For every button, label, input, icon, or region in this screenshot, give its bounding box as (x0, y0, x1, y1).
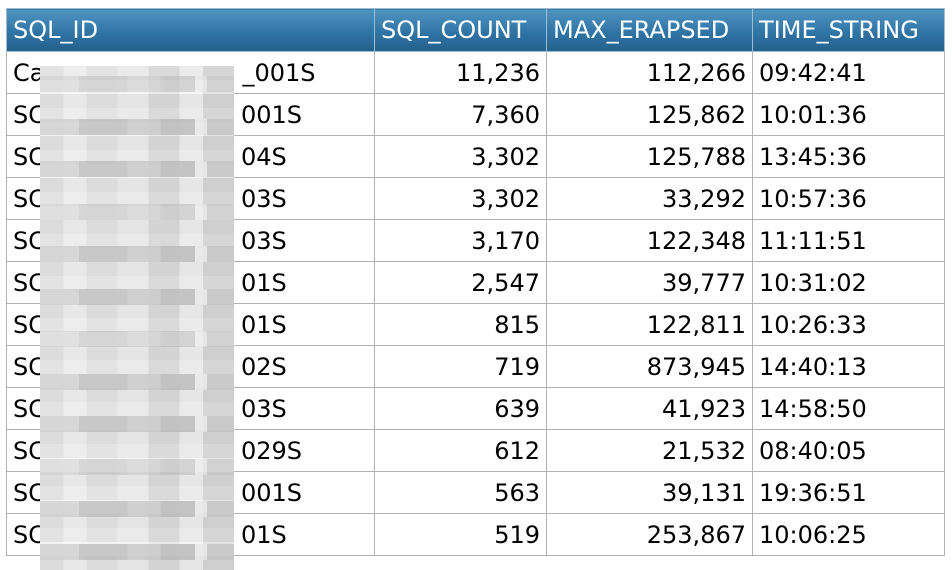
sql-id-suffix: 01S (241, 268, 287, 297)
cell-sql-count: 3,302 (374, 135, 547, 178)
mosaic-block (40, 501, 234, 517)
cell-time-string: 14:40:13 (752, 345, 945, 388)
mosaic-block (40, 543, 234, 560)
sql-id-prefix: SC (13, 478, 45, 507)
cell-max-erapsed: 122,348 (546, 219, 753, 262)
sql-id-suffix: 02S (241, 352, 287, 381)
cell-max-erapsed: 125,788 (546, 135, 753, 178)
sql-id-suffix: 03S (241, 394, 287, 423)
cell-time-string: 19:36:51 (752, 471, 945, 514)
mosaic-block (40, 373, 234, 390)
mosaic-block (40, 288, 234, 305)
sql-id-suffix: 01S (241, 310, 287, 339)
cell-time-string: 13:45:36 (752, 135, 945, 178)
cell-sql-count: 519 (374, 513, 547, 556)
sql-id-suffix: _001S (242, 58, 316, 87)
sql-id-suffix: 03S (241, 226, 287, 255)
cell-time-string: 11:11:51 (752, 219, 945, 262)
cell-max-erapsed: 873,945 (546, 345, 753, 388)
cell-time-string: 08:40:05 (752, 429, 945, 472)
cell-sql-count: 815 (374, 303, 547, 346)
cell-sql-count: 7,360 (374, 93, 547, 136)
sql-id-prefix: SC (13, 142, 45, 171)
cell-time-string: 10:57:36 (752, 177, 945, 220)
sql-id-prefix: SC (13, 310, 45, 339)
mosaic-block (40, 331, 234, 347)
mosaic-block (40, 458, 234, 475)
sql-id-prefix: SC (13, 226, 45, 255)
sql-id-prefix: Ca (13, 58, 45, 87)
cell-sql-count: 3,302 (374, 177, 547, 220)
sql-id-suffix: 01S (241, 520, 287, 549)
sql-id-prefix: SC (13, 268, 45, 297)
cell-max-erapsed: 39,131 (546, 471, 753, 514)
cell-sql-count: 639 (374, 387, 547, 430)
cell-time-string: 14:58:50 (752, 387, 945, 430)
mosaic-block (40, 118, 234, 135)
column-header-time-string[interactable]: TIME_STRING (752, 8, 945, 52)
sql-id-prefix: SC (13, 394, 45, 423)
column-header-sql-count[interactable]: SQL_COUNT (374, 8, 547, 52)
sql-id-prefix: SC (13, 100, 45, 129)
mosaic-block (40, 416, 234, 432)
sql-id-prefix: SC (13, 184, 45, 213)
cell-sql-count: 3,170 (374, 219, 547, 262)
sql-id-suffix: 029S (241, 436, 303, 465)
table-header: SQL_ID SQL_COUNT MAX_ERAPSED TIME_STRING (6, 8, 945, 52)
sql-id-suffix: 03S (241, 184, 287, 213)
cell-sql-count: 719 (374, 345, 547, 388)
cell-sql-count: 612 (374, 429, 547, 472)
cell-time-string: 10:01:36 (752, 93, 945, 136)
sql-id-prefix: SC (13, 352, 45, 381)
sql-id-suffix: 001S (241, 100, 303, 129)
cell-max-erapsed: 112,266 (546, 51, 753, 94)
cell-time-string: 09:42:41 (752, 51, 945, 94)
cell-max-erapsed: 125,862 (546, 93, 753, 136)
sql-id-suffix: 04S (241, 142, 287, 171)
cell-time-string: 10:26:33 (752, 303, 945, 346)
cell-sql-count: 11,236 (374, 51, 547, 94)
cell-max-erapsed: 33,292 (546, 177, 753, 220)
cell-time-string: 10:31:02 (752, 261, 945, 304)
cell-max-erapsed: 253,867 (546, 513, 753, 556)
cell-sql-count: 563 (374, 471, 547, 514)
mosaic-block (40, 203, 234, 220)
mosaic-block (40, 246, 234, 262)
sql-id-prefix: SC (13, 436, 45, 465)
cell-time-string: 10:06:25 (752, 513, 945, 556)
redaction-mosaic (40, 66, 234, 570)
cell-sql-count: 2,547 (374, 261, 547, 304)
cell-max-erapsed: 122,811 (546, 303, 753, 346)
column-header-max-erapsed[interactable]: MAX_ERAPSED (546, 8, 753, 52)
column-header-sql-id[interactable]: SQL_ID (6, 8, 375, 52)
cell-max-erapsed: 41,923 (546, 387, 753, 430)
mosaic-block (40, 76, 234, 92)
mosaic-block (40, 161, 234, 177)
cell-max-erapsed: 21,532 (546, 429, 753, 472)
header-row: SQL_ID SQL_COUNT MAX_ERAPSED TIME_STRING (6, 8, 945, 52)
sql-id-prefix: SC (13, 520, 45, 549)
cell-max-erapsed: 39,777 (546, 261, 753, 304)
sql-id-suffix: 001S (241, 478, 303, 507)
